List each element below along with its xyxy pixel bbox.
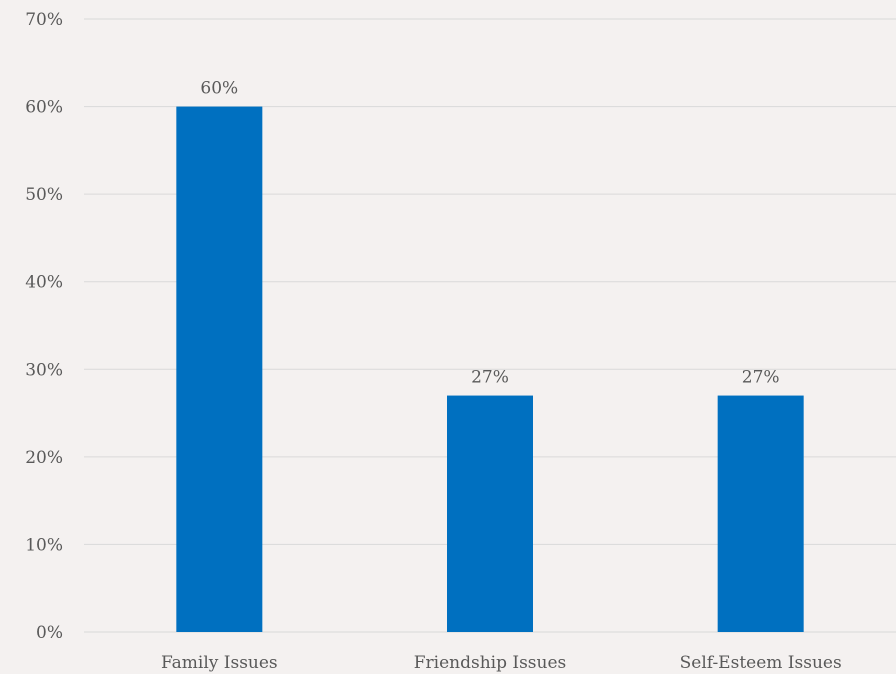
- bars: [176, 106, 804, 633]
- y-tick-label: 60%: [25, 98, 63, 118]
- bar: [447, 395, 533, 632]
- y-tick-label: 30%: [25, 360, 63, 380]
- y-tick-label: 10%: [25, 535, 63, 555]
- data-label: 27%: [742, 368, 780, 388]
- y-tick-label: 70%: [25, 10, 63, 30]
- data-label: 27%: [471, 368, 509, 388]
- y-tick-label: 0%: [36, 623, 63, 643]
- x-tick-label: Self-Esteem Issues: [680, 653, 842, 673]
- x-axis-tick-labels: Family Issues Friendship Issues Self-Estee…: [161, 653, 842, 673]
- data-label: 60%: [200, 79, 238, 99]
- x-tick-label: Family Issues: [161, 653, 278, 673]
- y-tick-label: 40%: [25, 273, 63, 293]
- x-tick-label: Friendship Issues: [414, 653, 567, 673]
- bar: [717, 395, 804, 632]
- y-tick-label: 50%: [25, 185, 63, 205]
- y-axis-tick-labels: 0% 10% 20% 30% 40% 50% 60% 70%: [25, 10, 63, 643]
- data-labels: 60% 27% 27%: [200, 79, 779, 388]
- y-tick-label: 20%: [25, 448, 63, 468]
- bar: [176, 106, 263, 633]
